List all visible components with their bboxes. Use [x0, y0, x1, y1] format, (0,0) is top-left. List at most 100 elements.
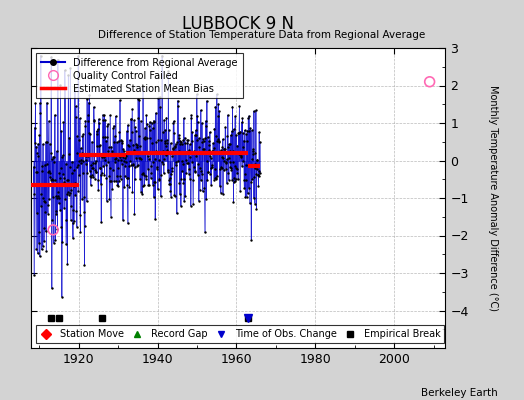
Point — [162, 152, 170, 158]
Point — [93, 143, 101, 149]
Point — [157, 137, 166, 144]
Point — [234, 150, 242, 156]
Point — [66, 65, 74, 71]
Point — [202, 123, 211, 130]
Point — [215, 183, 224, 189]
Point — [242, 177, 250, 183]
Point — [67, 217, 75, 224]
Point — [38, 168, 46, 174]
Point — [135, 97, 144, 103]
Point — [206, 170, 215, 177]
Point — [61, 161, 70, 167]
Point — [139, 83, 147, 90]
Point — [187, 115, 195, 121]
Point — [188, 159, 196, 165]
Point — [168, 168, 176, 174]
Point — [158, 158, 167, 165]
Point — [167, 193, 175, 200]
Point — [56, 206, 64, 213]
Point — [32, 143, 40, 150]
Point — [148, 140, 156, 146]
Point — [127, 116, 135, 123]
Point — [115, 178, 123, 184]
Point — [170, 129, 178, 136]
Point — [105, 144, 113, 150]
Point — [52, 208, 60, 214]
Point — [161, 138, 170, 144]
Point — [246, 162, 255, 168]
Point — [74, 158, 83, 164]
Point — [193, 137, 201, 143]
Point — [194, 172, 202, 178]
Point — [188, 129, 196, 136]
Point — [152, 139, 160, 146]
Point — [159, 161, 167, 168]
Point — [87, 174, 95, 180]
Point — [72, 223, 81, 230]
Point — [199, 137, 208, 144]
Point — [96, 165, 104, 171]
Point — [207, 182, 215, 188]
Point — [130, 176, 139, 182]
Point — [210, 125, 219, 132]
Point — [121, 155, 129, 161]
Point — [253, 157, 261, 164]
Point — [235, 151, 244, 158]
Point — [254, 183, 263, 189]
Point — [226, 159, 234, 165]
Point — [234, 176, 242, 182]
Point — [104, 121, 112, 127]
Point — [254, 172, 263, 178]
Point — [236, 128, 245, 135]
Point — [166, 188, 174, 194]
Point — [203, 98, 211, 104]
Point — [231, 113, 239, 120]
Point — [184, 160, 193, 166]
Point — [249, 195, 258, 201]
Point — [43, 99, 51, 106]
Point — [66, 164, 74, 170]
Point — [89, 174, 97, 180]
Point — [82, 156, 90, 163]
Point — [91, 157, 100, 164]
Point — [219, 191, 227, 197]
Point — [114, 156, 122, 163]
Point — [93, 126, 102, 132]
Point — [167, 140, 175, 146]
Point — [206, 154, 215, 161]
Point — [177, 176, 185, 182]
Point — [226, 148, 234, 154]
Point — [217, 147, 225, 153]
Point — [105, 173, 113, 180]
Point — [123, 182, 132, 188]
Point — [157, 172, 165, 178]
Point — [108, 150, 117, 157]
Point — [95, 120, 103, 127]
Point — [56, 175, 64, 181]
Point — [100, 112, 108, 119]
Point — [204, 169, 212, 175]
Point — [166, 175, 174, 182]
Point — [61, 85, 69, 91]
Point — [116, 97, 124, 104]
Point — [96, 142, 104, 148]
Point — [48, 217, 56, 223]
Point — [111, 133, 119, 139]
Point — [88, 164, 96, 171]
Point — [213, 173, 221, 180]
Point — [243, 138, 251, 144]
Point — [139, 170, 147, 176]
Point — [132, 155, 140, 161]
Point — [215, 138, 223, 145]
Point — [78, 133, 86, 140]
Point — [96, 180, 105, 187]
Point — [137, 170, 146, 177]
Point — [209, 140, 217, 146]
Point — [255, 172, 264, 179]
Point — [239, 158, 247, 164]
Point — [136, 176, 144, 182]
Point — [207, 165, 215, 171]
Point — [43, 139, 51, 145]
Point — [199, 146, 207, 153]
Point — [72, 114, 80, 120]
